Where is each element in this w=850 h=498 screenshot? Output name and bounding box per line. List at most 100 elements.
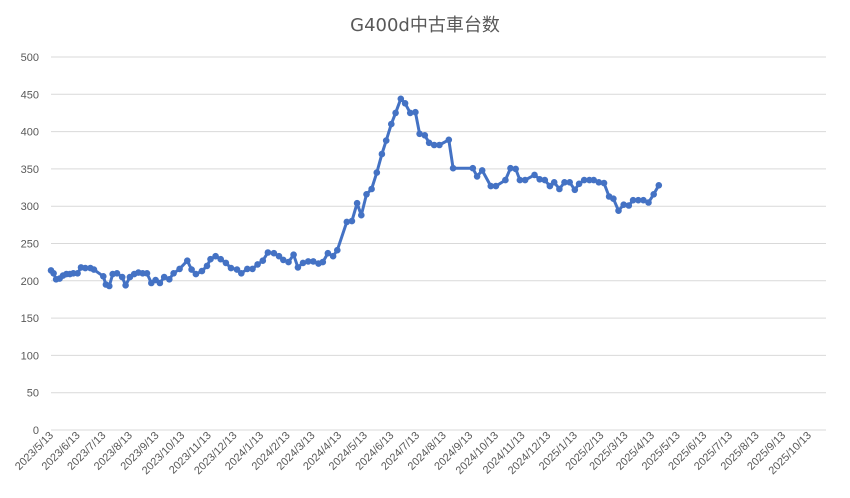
- data-point: [430, 141, 438, 149]
- chart-title: G400d中古車台数: [350, 15, 500, 36]
- data-point: [285, 258, 292, 266]
- data-point: [561, 179, 568, 186]
- data-point: [143, 270, 151, 277]
- data-point: [259, 257, 267, 265]
- data-point: [363, 191, 370, 198]
- gridlines: [51, 56, 826, 431]
- data-point: [324, 249, 332, 257]
- data-point: [521, 176, 529, 184]
- data-point: [207, 255, 214, 263]
- data-point: [507, 164, 514, 172]
- data-point: [304, 258, 312, 265]
- data-point: [275, 252, 283, 260]
- data-point: [571, 186, 579, 194]
- y-tick-label: 150: [21, 313, 39, 325]
- x-axis-tick-labels: 2023/5/132023/6/132023/7/132023/8/132023…: [13, 430, 814, 477]
- y-tick-label: 250: [21, 239, 39, 251]
- data-point: [270, 249, 278, 257]
- data-point: [358, 211, 365, 219]
- data-point: [334, 246, 341, 254]
- data-point: [425, 139, 433, 147]
- y-tick-label: 200: [21, 276, 39, 288]
- data-point: [382, 137, 390, 144]
- data-point: [122, 282, 129, 289]
- data-point: [512, 165, 519, 173]
- y-tick-label: 50: [27, 388, 39, 400]
- data-point: [113, 270, 121, 277]
- data-point: [502, 176, 509, 184]
- data-point: [184, 257, 191, 265]
- data-point: [290, 251, 297, 258]
- data-point: [203, 262, 211, 270]
- data-point: [310, 258, 317, 265]
- data-point: [353, 199, 361, 207]
- series-line: [49, 97, 661, 288]
- data-point: [421, 132, 429, 139]
- data-point: [645, 199, 652, 206]
- data-point: [406, 109, 414, 117]
- data-point: [329, 252, 337, 260]
- data-point: [170, 270, 177, 277]
- data-point: [600, 179, 608, 187]
- y-tick-label: 300: [21, 201, 39, 213]
- data-point: [516, 176, 524, 184]
- data-point: [160, 273, 168, 281]
- data-point: [74, 270, 81, 277]
- y-tick-label: 500: [21, 52, 39, 64]
- data-point: [294, 264, 302, 271]
- data-point: [244, 265, 251, 273]
- data-point: [238, 270, 245, 277]
- data-point: [280, 256, 287, 264]
- data-point: [348, 217, 356, 225]
- data-point: [629, 196, 637, 204]
- data-point: [640, 196, 647, 204]
- data-point: [249, 265, 256, 273]
- data-point: [176, 265, 183, 273]
- data-point: [319, 258, 327, 266]
- y-tick-label: 400: [21, 127, 39, 139]
- data-point: [378, 150, 386, 158]
- y-axis-tick-labels: 0 50 100 150 200 250 300 350 400 450 500: [21, 52, 39, 437]
- y-tick-label: 0: [33, 425, 39, 437]
- data-point: [166, 276, 173, 283]
- data-point: [198, 267, 206, 275]
- data-point: [595, 179, 603, 186]
- data-point: [635, 196, 642, 204]
- data-point: [100, 273, 107, 280]
- data-point: [50, 270, 57, 277]
- data-point: [487, 182, 495, 190]
- data-point: [610, 195, 617, 202]
- data-point: [412, 108, 419, 116]
- data-point: [531, 171, 538, 179]
- data-point: [264, 249, 272, 256]
- data-point: [156, 279, 164, 287]
- data-point: [580, 176, 588, 184]
- data-point: [546, 182, 554, 190]
- data-point: [90, 266, 98, 273]
- data-point: [536, 176, 543, 183]
- series-points: [47, 95, 663, 290]
- data-point: [392, 109, 399, 117]
- data-point: [212, 252, 219, 260]
- data-point: [368, 185, 375, 193]
- data-point: [299, 259, 307, 267]
- data-point: [388, 120, 395, 128]
- data-point: [575, 180, 583, 188]
- data-point: [192, 270, 200, 278]
- data-point: [343, 218, 351, 226]
- data-point: [556, 185, 563, 193]
- data-point: [188, 266, 195, 273]
- data-point: [492, 182, 500, 190]
- data-point: [401, 100, 409, 107]
- data-point: [469, 164, 477, 172]
- data-point: [655, 182, 663, 189]
- data-point: [566, 179, 573, 186]
- y-tick-label: 350: [21, 164, 39, 176]
- data-point: [373, 169, 381, 176]
- data-point: [478, 167, 486, 174]
- data-point: [449, 164, 457, 172]
- data-point: [620, 201, 627, 208]
- data-point: [445, 136, 453, 144]
